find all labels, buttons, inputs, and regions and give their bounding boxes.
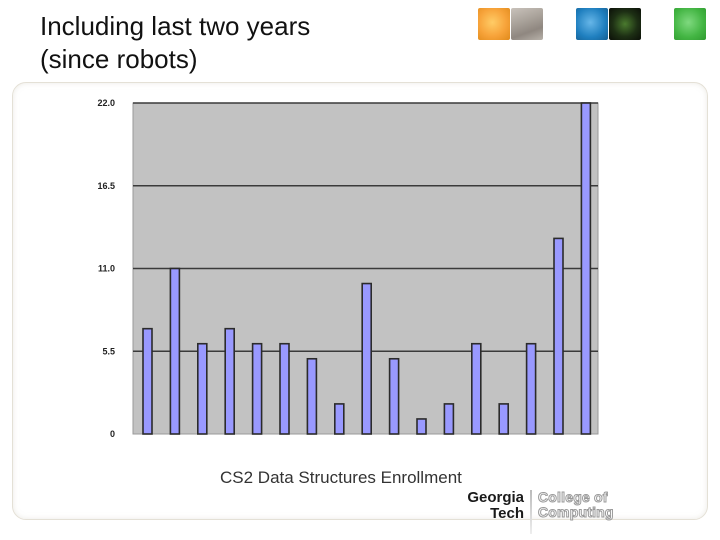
slide-title-line2: (since robots)	[40, 44, 198, 74]
y-tick-label-4: 22.0	[97, 98, 115, 108]
logo-unit-line2: Computing	[538, 504, 614, 520]
bar-13	[470, 342, 482, 435]
logo-wordmark: Georgia Tech	[460, 490, 524, 522]
bar-4	[224, 327, 235, 435]
bar-1	[142, 327, 153, 435]
bar-14	[498, 403, 510, 435]
content-frame	[12, 82, 708, 520]
bar-16	[553, 237, 564, 435]
bar-8	[333, 403, 345, 435]
y-tick-label-1: 5.5	[102, 346, 115, 356]
campus-photo-thumbnail	[511, 8, 543, 40]
bar-6	[279, 342, 290, 435]
logo-name-line2: Tech	[490, 505, 524, 522]
green-sphere-thumbnail	[674, 8, 706, 40]
bar-12	[443, 403, 455, 435]
blue-sphere-thumbnail	[576, 8, 608, 40]
y-tick-label-0: 0	[110, 429, 115, 439]
logo-divider	[530, 490, 532, 534]
bar-2	[169, 267, 181, 435]
bar-5	[251, 342, 263, 435]
circuit-photo-thumbnail	[609, 8, 641, 40]
bar-15	[525, 342, 537, 435]
slide-title-line1: Including last two years	[40, 11, 311, 41]
orange-sphere-thumbnail	[478, 8, 510, 40]
logo-unit-line1: College of	[538, 489, 608, 505]
logo-college-name: College of Computing	[538, 489, 614, 520]
bar-9	[361, 282, 373, 435]
bar-17	[580, 102, 592, 435]
slide-title: Including last two years (since robots)	[40, 10, 310, 76]
bar-11	[416, 418, 427, 435]
logo-name-line1: Georgia	[467, 489, 524, 506]
y-tick-label-3: 16.5	[97, 181, 115, 191]
bar-7	[306, 357, 318, 435]
bar-3	[197, 342, 208, 435]
y-tick-label-2: 11.0	[98, 264, 115, 274]
bar-10	[388, 357, 400, 435]
header-thumbnails	[478, 8, 708, 42]
chart-caption: CS2 Data Structures Enrollment	[220, 468, 462, 487]
georgia-tech-logo: Georgia Tech College of Computing	[460, 489, 640, 538]
